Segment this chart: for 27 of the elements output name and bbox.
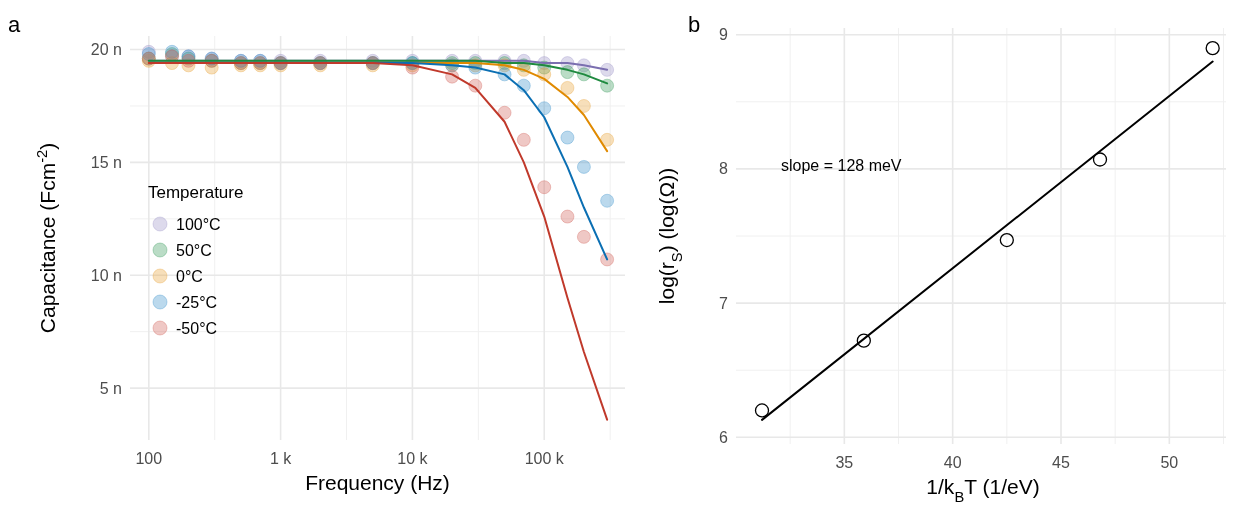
x-tick-label: 35 [835, 454, 854, 471]
legend-label: 0°C [176, 268, 203, 285]
y-tick-label: 9 [719, 26, 729, 44]
x-tick-label: 50 [1160, 454, 1179, 471]
legend-label: 100°C [176, 216, 221, 233]
y-tick-label: 7 [719, 294, 729, 312]
x-tick-label: 100 k [524, 450, 565, 467]
x-tick-label: 45 [1052, 454, 1070, 471]
y-tick-label: 6 [719, 428, 729, 446]
legend-label: 50°C [176, 242, 212, 259]
y-tick-label: 15 n [90, 153, 122, 171]
x-tick-label: 40 [943, 454, 962, 471]
legend-label: -50°C [176, 320, 218, 337]
y-tick-label: 8 [719, 160, 729, 178]
x-axis-title: 1/k$_{B}$T (1/eV) [926, 475, 1040, 505]
annotation: slope = 128 meV [781, 157, 902, 174]
x-axis-title: Frequency (Hz) [305, 471, 450, 494]
chart-title: a [8, 12, 21, 37]
x-tick-label: 1 k [269, 450, 293, 467]
legend-title: Temperature [148, 183, 244, 202]
legend-label: -25°C [176, 294, 218, 311]
y-tick-label: 5 n [99, 379, 122, 397]
x-tick-label: 100 [135, 450, 163, 467]
y-tick-label: 20 n [90, 41, 122, 59]
chart-title: b [688, 12, 701, 37]
y-tick-label: 10 n [90, 266, 122, 284]
x-tick-label: 10 k [397, 450, 429, 467]
